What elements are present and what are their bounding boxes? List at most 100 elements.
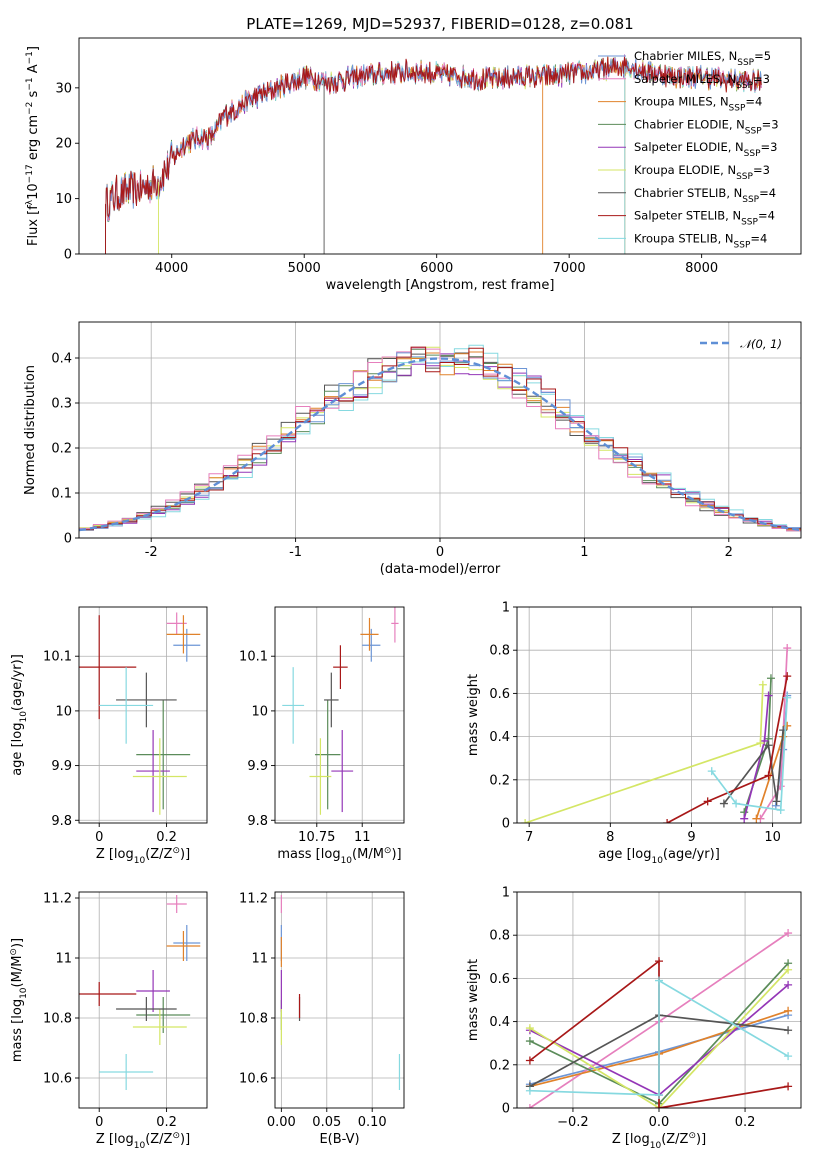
mass-vs-ebv-ytick-label: 10.8 xyxy=(239,1012,268,1027)
age-vs-mass-xlabel-part: mass [log xyxy=(277,847,340,862)
legend-label-8-part: =4 xyxy=(750,231,767,245)
mass-vs-metallicity-ylabel-part: (M/M xyxy=(10,956,25,988)
weight-vs-age-marker-4 xyxy=(740,814,749,823)
age-vs-metallicity-plot-area xyxy=(79,612,201,815)
legend-label-2-part: =4 xyxy=(745,95,762,109)
age-vs-metallicity-ylabel: age [log10(age/yr)] xyxy=(10,654,29,776)
legend-label-4: Salpeter ELODIE, NSSP=3 xyxy=(634,140,777,159)
weight-vs-metallicity-xlabel: Z [log10(Z/Z⊙)] xyxy=(612,1131,706,1151)
age-vs-mass-xlabel-part: (M/M xyxy=(352,847,384,862)
weight-vs-metallicity-marker-8 xyxy=(655,1091,663,1100)
residuals-frame xyxy=(78,321,802,539)
mass-vs-metallicity-xlabel-part: (Z/Z xyxy=(145,1132,172,1147)
legend-label-7-part: Salpeter STELIB, N xyxy=(634,209,741,223)
weight-vs-metallicity-marker-1 xyxy=(525,1104,534,1108)
mass-vs-metallicity-plot-area xyxy=(79,895,201,1090)
weight-vs-metallicity-xtick-label: 0.0 xyxy=(649,1115,670,1130)
spectrum-plot-area xyxy=(105,54,762,254)
mass-vs-metallicity-ytick-label: 11 xyxy=(55,952,72,967)
weight-vs-age-marker-2 xyxy=(752,814,761,823)
figure-title: PLATE=1269, MJD=52937, FIBERID=0128, z=0… xyxy=(246,15,633,33)
age-vs-metallicity-ytick-label: 9.9 xyxy=(51,759,72,774)
mass-vs-metallicity-ytick-label: 10.6 xyxy=(43,1072,72,1087)
mass-vs-ebv-xlabel: E(B-V) xyxy=(319,1132,359,1147)
spectrum-ytick-label: 20 xyxy=(55,137,72,152)
weight-vs-age-xlabel-part: age [log xyxy=(598,847,651,862)
residuals-ytick-label: 0.2 xyxy=(51,442,72,457)
legend-label-5-part: SSP xyxy=(736,172,753,182)
age-vs-metallicity-ylabel-part: 10 xyxy=(19,711,29,723)
weight-vs-metallicity-marker-8 xyxy=(784,1052,793,1061)
spectrum-ylabel-part: Flux [f xyxy=(26,205,41,246)
weight-vs-age-ytick-label: 0.8 xyxy=(489,644,510,659)
weight-vs-age-ytick-label: 0.4 xyxy=(489,730,510,745)
mass-vs-ebv-ytick-label: 10.6 xyxy=(239,1072,268,1087)
spectrum-ylabel-part: −2 xyxy=(25,102,35,115)
weight-vs-age-xtick-label: 8 xyxy=(606,830,614,845)
normal-legend-label: 𝒩(0, 1) xyxy=(740,337,782,351)
weight-vs-metallicity-marker-7 xyxy=(784,1082,793,1091)
weight-vs-age-marker-7 xyxy=(663,819,672,823)
legend-label-0-part: SSP xyxy=(737,58,754,68)
age-vs-mass-xlabel: mass [log10(M/M⊙)] xyxy=(277,846,401,866)
weight-vs-metallicity-frame xyxy=(516,891,802,1109)
mass-vs-metallicity-xtick-label: 0.2 xyxy=(156,1115,177,1130)
legend-label-2-part: SSP xyxy=(729,104,746,114)
legend-label-2-part: Kroupa MILES, N xyxy=(634,95,729,109)
weight-vs-age-marker-6 xyxy=(772,797,781,806)
weight-vs-metallicity-marker-1 xyxy=(784,929,793,938)
weight-vs-age-ylabel: mass weight xyxy=(466,674,481,756)
age-vs-metallicity-ytick-label: 10.1 xyxy=(43,650,72,665)
mass-vs-ebv-xtick-label: 0.05 xyxy=(312,1115,341,1130)
legend-label-6-part: =4 xyxy=(759,186,776,200)
spectrum-frame xyxy=(78,37,802,255)
residuals-xtick-label: 2 xyxy=(725,545,733,560)
spectrum-ylabel-part: −17 xyxy=(25,164,35,183)
spectrum-xtick-label: 7000 xyxy=(553,261,586,276)
weight-vs-age-xlabel-part: 10 xyxy=(651,856,663,866)
spectrum-xtick-label: 6000 xyxy=(420,261,453,276)
age-vs-mass-xlabel-part: 10 xyxy=(341,856,353,866)
age-vs-metallicity-xlabel-part: (Z/Z xyxy=(145,847,172,862)
weight-vs-metallicity-marker-7 xyxy=(655,1104,663,1108)
weight-vs-age-xtick-label: 10 xyxy=(764,830,781,845)
weight-vs-metallicity-marker-2 xyxy=(784,1006,793,1015)
weight-vs-metallicity-ylabel: mass weight xyxy=(466,959,481,1041)
mass-vs-metallicity-xlabel-part: 10 xyxy=(134,1141,146,1151)
age-vs-mass-xtick-label: 10.75 xyxy=(298,830,335,845)
weight-vs-age-marker-4 xyxy=(764,691,773,700)
age-vs-mass-plot-area xyxy=(282,607,399,815)
spectrum-ytick-label: 10 xyxy=(55,192,72,207)
weight-vs-age-xlabel: age [log10(age/yr)] xyxy=(598,847,720,866)
legend-label-8: Kroupa STELIB, NSSP=4 xyxy=(634,231,767,250)
residuals-plot-area xyxy=(79,344,801,533)
mass-vs-metallicity-ylabel-part: ⊙ xyxy=(9,948,19,956)
spectrum-ylabel-part: s xyxy=(26,90,41,101)
weight-vs-metallicity-ytick-label: 0.6 xyxy=(489,972,510,987)
age-vs-mass-xlabel-part: ⊙ xyxy=(384,846,392,856)
weight-vs-age-marker-6 xyxy=(764,741,773,750)
legend-label-5: Kroupa ELODIE, NSSP=3 xyxy=(634,163,770,182)
age-vs-metallicity-xlabel-part: 10 xyxy=(134,856,146,866)
spectrum-ylabel-part: λ xyxy=(25,199,35,205)
weight-vs-metallicity-ytick-label: 0.2 xyxy=(489,1058,510,1073)
mass-vs-metallicity-frame xyxy=(78,891,208,1109)
mass-vs-ebv-plot-area xyxy=(280,895,401,1090)
weight-vs-age-marker-7 xyxy=(703,797,712,806)
mass-vs-ebv-ytick-label: 11 xyxy=(251,952,268,967)
weight-vs-age-marker-6 xyxy=(719,799,728,808)
legend-label-5-part: =3 xyxy=(753,163,770,177)
legend-label-0: Chabrier MILES, NSSP=5 xyxy=(634,49,771,68)
mass-vs-ebv-xtick-label: 0.10 xyxy=(358,1115,387,1130)
age-vs-mass-ytick-label: 10 xyxy=(251,704,268,719)
legend-label-1-part: =3 xyxy=(753,72,770,86)
weight-vs-age-series-7 xyxy=(666,675,789,823)
residuals-ylabel: Normed distribution xyxy=(23,365,38,495)
weight-vs-metallicity-xlabel-part: 10 xyxy=(650,1141,662,1151)
mass-vs-ebv-ytick-label: 11.2 xyxy=(239,892,268,907)
age-vs-metallicity-xtick-label: 0.2 xyxy=(156,830,177,845)
weight-vs-metallicity-marker-8 xyxy=(655,976,663,985)
residuals-xlabel: (data-model)/error xyxy=(380,562,501,577)
